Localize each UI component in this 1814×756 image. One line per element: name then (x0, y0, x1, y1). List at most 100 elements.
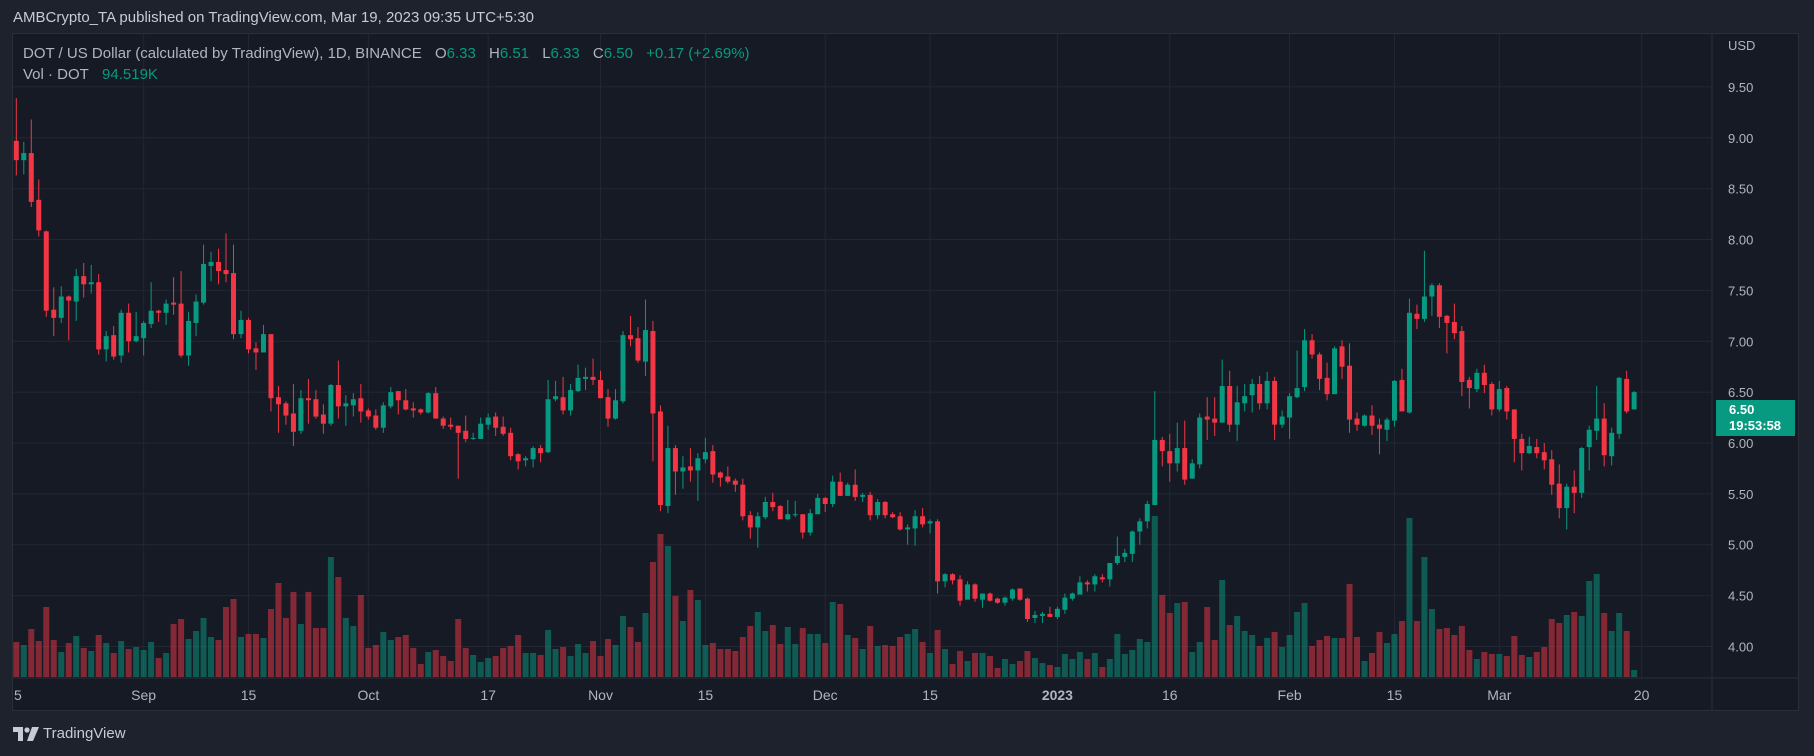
volume-bar (50, 639, 57, 677)
volume-label[interactable]: Vol · DOT (23, 66, 89, 83)
volume-bar (1586, 581, 1593, 677)
candle-body (538, 448, 544, 454)
volume-bar (43, 607, 50, 677)
candle-body (1451, 321, 1457, 334)
volume-bar (1354, 637, 1361, 677)
candle-body (133, 336, 139, 342)
candle-body (260, 334, 266, 353)
candle-body (515, 454, 521, 462)
currency-label[interactable]: USD (1728, 38, 1756, 53)
volume-bar (297, 623, 304, 677)
volume-bar (1001, 659, 1008, 677)
high-value: 6.51 (499, 45, 530, 62)
open-value: 6.33 (446, 45, 476, 62)
volume-bar (664, 545, 671, 677)
candle-body (1362, 415, 1367, 426)
volume-bar (1061, 653, 1068, 677)
time-axis[interactable]: 5 Sep 15 Oct 17 Nov 15 Dec 15 2023 16 Feb 15 Mar 20 (14, 687, 1650, 703)
candle-body (1339, 346, 1345, 367)
candle-body (912, 516, 918, 529)
candle-body (13, 140, 19, 161)
volume-bar (208, 637, 215, 677)
volume-bar (28, 629, 35, 677)
volume-bar (1548, 619, 1555, 677)
candle-body (478, 423, 484, 439)
volume-bar (679, 621, 686, 677)
candle-body (1234, 402, 1240, 425)
candle-body (545, 399, 551, 453)
volume-bar (1181, 601, 1188, 677)
close-label: C (592, 45, 604, 62)
candle-body (845, 484, 851, 496)
volume-bar (1458, 625, 1465, 677)
volume-bar (537, 655, 544, 677)
candle-body (1294, 388, 1300, 398)
candle-body (493, 416, 499, 428)
volume-bar (133, 647, 140, 677)
volume-bar (1069, 659, 1076, 677)
candle-body (1369, 415, 1375, 426)
candles (13, 98, 1637, 624)
candle-body (290, 413, 296, 432)
volume-bar (1054, 667, 1061, 677)
volume-bar (657, 533, 664, 677)
volume-bar (552, 649, 559, 677)
candle-body (830, 481, 836, 505)
price-tick-label: 4.50 (1728, 589, 1753, 604)
volume-bar (1129, 649, 1136, 677)
candle-body (433, 393, 439, 419)
symbol-title[interactable]: DOT / US Dollar (calculated by TradingVi… (23, 45, 422, 62)
candle-body (1391, 380, 1397, 421)
volume-bar (1256, 645, 1263, 677)
volume-bar (919, 641, 926, 677)
candle-body (1092, 576, 1098, 585)
volume-bar (95, 635, 102, 677)
volume-bar (1324, 635, 1331, 677)
candle-body (770, 501, 776, 508)
candle-body (1601, 418, 1607, 456)
volume-bar (769, 625, 776, 677)
volume-bar (1421, 557, 1428, 677)
volume-bar (410, 647, 417, 677)
candle-body (118, 312, 124, 356)
candle-body (1541, 452, 1547, 461)
volume-bar (1473, 659, 1480, 677)
candle-body (328, 385, 334, 424)
volume-bar (1496, 653, 1503, 677)
candle-body (867, 494, 873, 516)
volume-bar (814, 633, 821, 677)
volume-bar (1436, 629, 1443, 677)
open-label: O (434, 45, 447, 62)
candle-body (642, 330, 648, 362)
candle-body (568, 390, 574, 411)
candle-body (388, 392, 394, 407)
volume-bar (1039, 663, 1046, 677)
candle-body (1114, 555, 1120, 564)
candle-body (1616, 377, 1622, 434)
volume-bar (1264, 637, 1271, 677)
volume-bar (507, 645, 514, 677)
brand-name: TradingView (43, 725, 126, 742)
candle-body (613, 400, 618, 419)
candle-body (650, 331, 656, 414)
candle-body (365, 410, 371, 417)
candle-body (1189, 463, 1195, 479)
candle-body (1069, 593, 1075, 599)
candle-body (1257, 383, 1263, 404)
candle-body (410, 408, 416, 411)
volume-bar (73, 635, 80, 677)
publish-info: AMBCrypto_TA published on TradingView.co… (13, 9, 534, 26)
volume-bar (1309, 645, 1316, 677)
candle-body (852, 484, 858, 497)
candle-body (672, 448, 678, 472)
candle-body (1347, 365, 1353, 420)
price-axis[interactable]: 9.50 9.00 8.50 8.00 7.50 7.00 6.50 6.00 5.50 5.00… (1728, 80, 1753, 655)
volume-bar (1466, 649, 1473, 677)
candle-body (1624, 378, 1630, 412)
candle-body (43, 231, 49, 311)
volume-bar (170, 623, 177, 677)
tradingview-logo[interactable]: TradingView (13, 725, 126, 742)
volume-bar (859, 649, 866, 677)
candle-body (103, 336, 109, 350)
